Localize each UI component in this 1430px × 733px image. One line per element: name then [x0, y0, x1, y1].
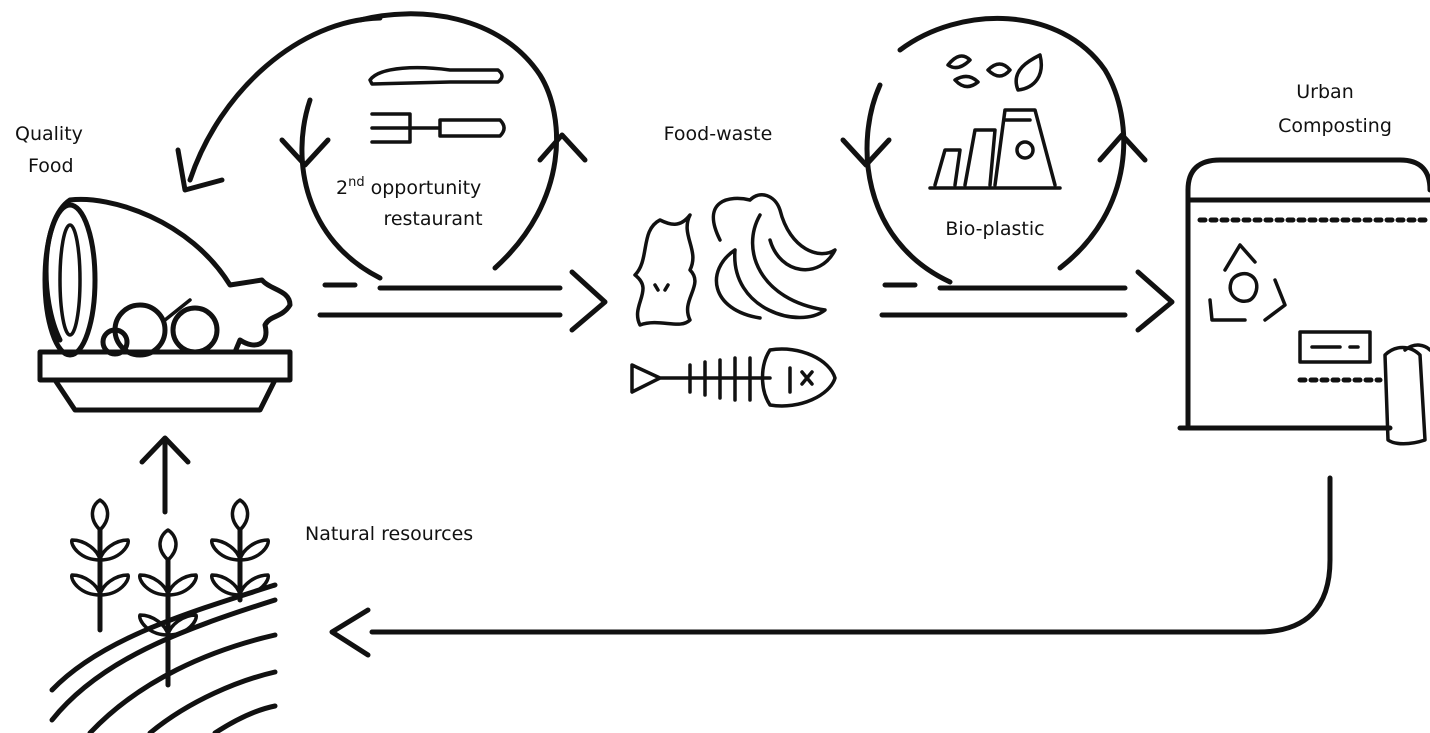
fish-eye: [788, 366, 814, 394]
ordinal: 2: [336, 177, 348, 199]
opportunity: opportunity: [371, 177, 482, 199]
label-restaurant-line1: 2nd opportunity: [336, 175, 481, 199]
fish-bone: [630, 347, 837, 408]
veg-2: [170, 305, 220, 355]
apple-seeds: [653, 283, 670, 292]
fork: [370, 112, 506, 144]
plant-left: [70, 498, 130, 597]
recycle-apple: [1228, 271, 1259, 303]
composter-panel: [1298, 330, 1372, 364]
label-restaurant-line2: restaurant: [383, 208, 482, 230]
arrow2-lines: [879, 282, 1128, 318]
knife: [368, 66, 504, 86]
bottom-arrow: [369, 475, 1333, 635]
up-arrow: [139, 435, 191, 515]
ham-cut-inner: [58, 223, 82, 337]
factory: [928, 108, 1062, 190]
bottom-arrowhead: [329, 607, 371, 658]
label-food: Food: [28, 155, 74, 177]
loop1-head-left: [279, 137, 331, 168]
plant-right: [210, 498, 270, 597]
arrow2-head: [1135, 269, 1175, 333]
arrow1-head: [569, 269, 608, 333]
field-furrows: [49, 582, 278, 733]
label-urban: Urban: [1296, 81, 1353, 103]
plate: [37, 349, 293, 413]
label-food-waste: Food-waste: [664, 123, 773, 145]
ordinal-suffix: nd: [348, 175, 365, 190]
veg-stem: [163, 298, 192, 322]
label-natural-resources: Natural resources: [305, 523, 473, 545]
arrow1-lines: [317, 282, 563, 318]
compost-bags: [1383, 343, 1430, 446]
return-arrow: [187, 15, 383, 183]
ham-cut: [42, 202, 98, 358]
veg-3: [100, 327, 130, 357]
leaves: [946, 53, 1043, 92]
composter-dots: [1197, 217, 1428, 383]
banana-peel: [711, 193, 837, 320]
loop2-right: [897, 15, 1127, 271]
loop1-left: [299, 97, 383, 281]
label-composting: Composting: [1278, 115, 1392, 137]
return-arrowhead: [175, 147, 225, 193]
recycle-symbol: [1208, 243, 1287, 322]
composter: [1177, 157, 1430, 431]
plant-stems: [97, 527, 243, 688]
loop2-left: [864, 82, 953, 285]
label-quality: Quality: [15, 123, 83, 145]
plant-middle: [138, 528, 198, 637]
apple-core: [633, 213, 697, 327]
loop2-head-left: [840, 137, 892, 168]
loop1-right: [357, 11, 560, 271]
label-bio-plastic: Bio-plastic: [945, 218, 1044, 240]
loop1-head-right: [537, 132, 588, 163]
factory-window: [1015, 140, 1035, 160]
loop2-head-right: [1097, 132, 1148, 163]
